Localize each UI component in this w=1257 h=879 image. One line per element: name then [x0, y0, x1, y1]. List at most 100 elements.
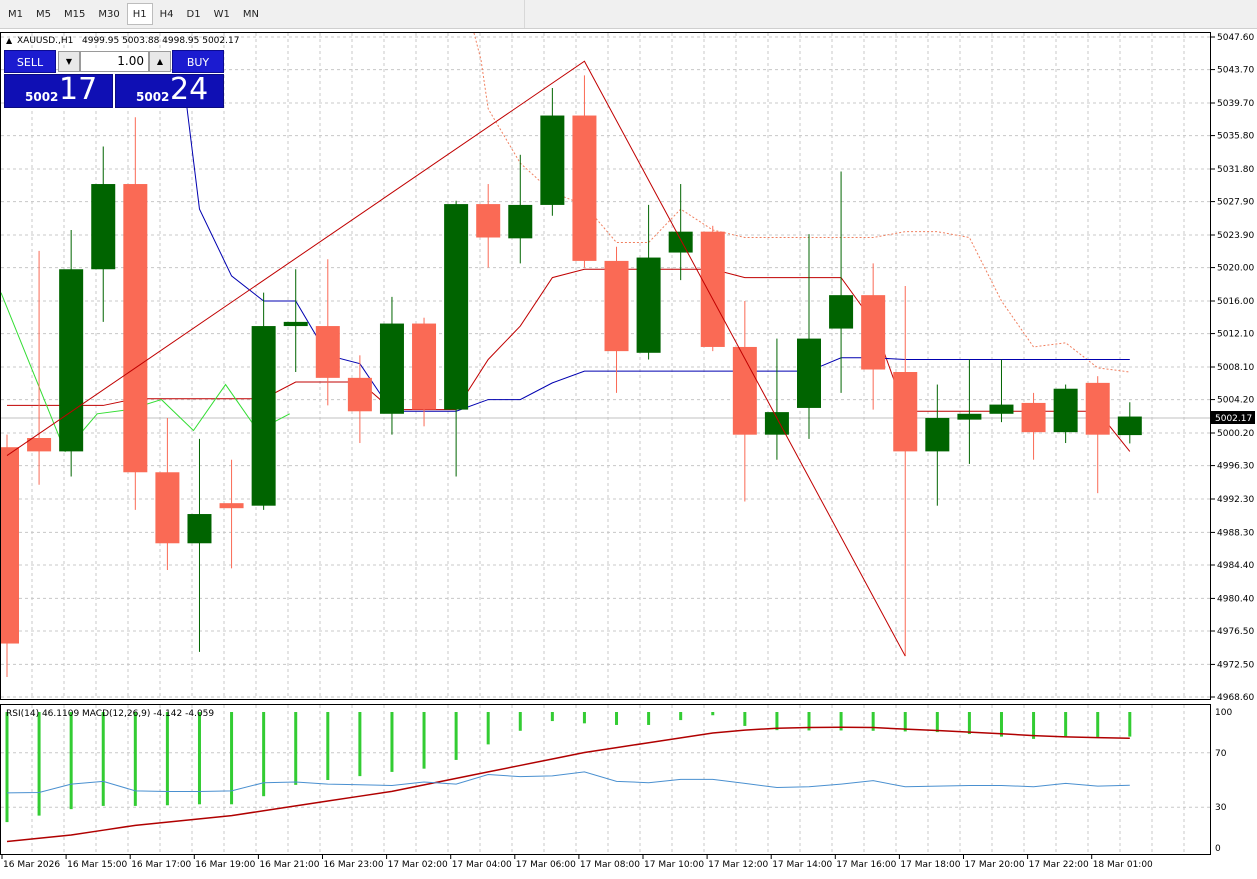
candle-body	[861, 295, 886, 370]
macd-histogram-bar	[1128, 712, 1132, 737]
macd-histogram-bar	[197, 712, 201, 805]
subwindow-indicators	[5, 712, 1132, 843]
price-label: 5043.70	[1217, 66, 1254, 76]
macd-histogram-bar	[101, 712, 105, 806]
candle-body	[700, 231, 725, 347]
time-label: 17 Mar 20:00	[965, 860, 1025, 870]
candle-body	[668, 231, 693, 253]
timeframe-m15-button[interactable]: M15	[64, 9, 86, 20]
macd-histogram-bar	[743, 712, 747, 726]
macd-histogram-bar	[807, 712, 811, 731]
time-label: 17 Mar 22:00	[1029, 860, 1089, 870]
lot-increase-icon[interactable]: ▲	[149, 51, 171, 72]
macd-histogram-bar	[679, 712, 683, 721]
subwindow-label: RSI(14) 46.1109 MACD(12,26,9) -4.142 -4.…	[6, 709, 214, 719]
timeframe-m1-button[interactable]: M1	[8, 9, 23, 20]
candle-body	[636, 257, 661, 353]
subwindow-grid	[1, 705, 1210, 854]
timeframe-d1-button[interactable]: D1	[186, 9, 201, 20]
time-label: 17 Mar 12:00	[708, 860, 768, 870]
macd-histogram-bar	[326, 712, 330, 780]
sell-price-button[interactable]: 5002 17	[4, 72, 113, 108]
candle-body	[412, 323, 437, 410]
time-label: 17 Mar 02:00	[388, 860, 448, 870]
timeframe-mn-button[interactable]: MN	[242, 9, 259, 20]
candles	[0, 75, 1142, 677]
price-label: 4992.30	[1217, 495, 1254, 505]
candle-body	[1021, 402, 1046, 433]
time-label: 17 Mar 14:00	[772, 860, 832, 870]
candle-body	[989, 404, 1014, 414]
time-label: 16 Mar 15:00	[67, 860, 127, 870]
symbol-info: ▲ XAUUSD.,H1 4999.95 5003.88 4998.95 500…	[6, 36, 239, 46]
price-label: 4988.30	[1217, 528, 1254, 538]
current-price-label: 5002.17	[1215, 414, 1252, 424]
buy-price-button[interactable]: 5002 24	[115, 72, 224, 108]
candle-body	[540, 115, 565, 205]
current-price-marker: 5002.17	[1211, 411, 1255, 424]
candle-body	[957, 413, 982, 420]
macd-histogram-bar	[871, 712, 875, 731]
macd-histogram-bar	[1064, 712, 1068, 737]
macd-histogram-bar	[582, 712, 586, 724]
lot-decrease-icon[interactable]: ▼	[58, 51, 80, 72]
macd-histogram-bar	[1096, 712, 1100, 737]
candle-body	[476, 204, 501, 238]
candle-body	[27, 438, 52, 452]
macd-histogram-bar	[454, 712, 458, 760]
candle-body	[893, 372, 918, 452]
price-label: 4980.40	[1217, 594, 1254, 604]
sell-button[interactable]: SELL	[4, 50, 56, 73]
lot-size-input[interactable]: 1.00	[80, 51, 149, 72]
timeframe-h1-button[interactable]: H1	[126, 3, 153, 25]
macd-histogram-bar	[967, 712, 971, 735]
price-label: 5023.90	[1217, 231, 1254, 241]
timeframe-m30-button[interactable]: M30	[98, 9, 120, 20]
candle-body	[347, 377, 372, 412]
price-label: 5004.20	[1217, 396, 1254, 406]
macd-histogram-bar	[37, 712, 41, 816]
time-label: 16 Mar 19:00	[195, 860, 255, 870]
price-label: 4976.50	[1217, 627, 1254, 637]
candle-body	[1053, 388, 1078, 433]
subwindow-scale-label: 30	[1215, 803, 1227, 813]
candle-body	[925, 417, 950, 452]
subwindow-scale-label: 100	[1215, 708, 1232, 718]
buy-button[interactable]: BUY	[172, 50, 224, 73]
price-label: 4984.40	[1217, 561, 1254, 571]
time-label: 16 Mar 23:00	[324, 860, 384, 870]
time-label: 16 Mar 2026	[3, 860, 60, 870]
candle-body	[251, 326, 276, 506]
sell-price-main: 5002	[25, 90, 59, 104]
macd-histogram-bar	[422, 712, 426, 769]
macd-histogram-bar	[165, 712, 169, 806]
price-label: 5016.00	[1217, 297, 1254, 307]
candle-body	[59, 269, 84, 452]
time-label: 17 Mar 06:00	[516, 860, 576, 870]
macd-histogram-bar	[903, 712, 907, 732]
ohlc-values: 4999.95 5003.88 4998.95 5002.17	[82, 36, 239, 46]
price-label: 5012.10	[1217, 330, 1254, 340]
timeframe-h4-button[interactable]: H4	[159, 9, 174, 20]
candle-body	[444, 204, 469, 410]
macd-histogram-bar	[133, 712, 137, 806]
price-chart[interactable]: 5047.60 5043.70 5039.70 5035.80 5031.80 5027.…	[0, 29, 1257, 879]
macd-histogram-bar	[69, 712, 73, 810]
candle-body	[829, 295, 854, 329]
macd-signal-line	[6, 726, 1130, 843]
candle-body	[797, 338, 821, 408]
zigzag-line	[6, 60, 906, 657]
macd-histogram-bar	[262, 712, 266, 797]
macd-histogram-bar	[550, 712, 554, 722]
macd-histogram-bar	[1032, 712, 1036, 739]
candle-body	[764, 412, 789, 435]
timeframe-w1-button[interactable]: W1	[213, 9, 230, 20]
macd-histogram-bar	[615, 712, 619, 725]
price-label: 5027.90	[1217, 198, 1254, 208]
buy-price-pips: 24	[170, 72, 209, 107]
macd-histogram-bar	[839, 712, 843, 731]
candle-body	[283, 321, 308, 327]
timeframe-m5-button[interactable]: M5	[36, 9, 51, 20]
candle-body	[315, 326, 340, 378]
price-label: 5031.80	[1217, 165, 1254, 175]
